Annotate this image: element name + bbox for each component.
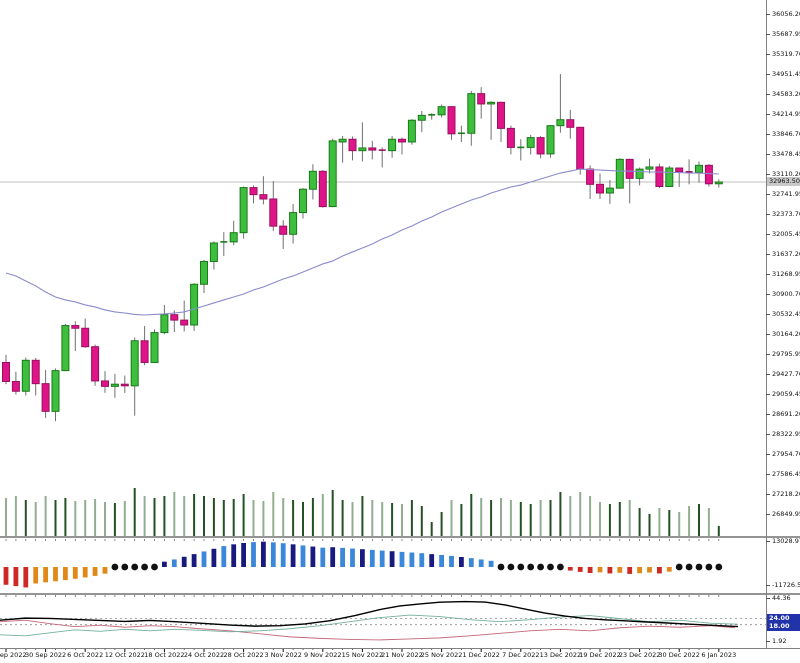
price-tick-label: 27218.20	[772, 490, 800, 498]
axis-tick	[766, 94, 770, 95]
date-tick-label: 15 Nov 2022	[341, 651, 384, 659]
axis-tick	[766, 334, 770, 335]
price-axis[interactable]: 13028.97 -11726.55 44.36 1.92 32963.50 2…	[766, 0, 800, 663]
date-tick-label: 1 Dec 2022	[462, 651, 500, 659]
axis-tick	[766, 585, 770, 586]
price-tick-label: 30532.45	[772, 310, 800, 318]
axis-tick	[766, 314, 770, 315]
price-tick-label: 32741.95	[772, 190, 800, 198]
price-tick-label: 36056.20	[772, 10, 800, 18]
axis-tick	[766, 414, 770, 415]
main-chart-panel[interactable]	[0, 0, 766, 537]
plot-area	[0, 0, 766, 652]
axis-tick	[766, 134, 770, 135]
axis-tick	[766, 474, 770, 475]
price-tick-label: 27954.70	[772, 450, 800, 458]
axis-tick	[766, 254, 770, 255]
date-tick-label: 30 Sep 2022	[24, 651, 67, 659]
date-tick-label: 12 Oct 2022	[104, 651, 145, 659]
axis-tick	[766, 354, 770, 355]
axis-tick	[766, 234, 770, 235]
axis-tick	[766, 194, 770, 195]
price-tick-label: 33846.70	[772, 130, 800, 138]
price-tick-label: 33478.45	[772, 150, 800, 158]
axis-tick	[766, 74, 770, 75]
date-tick-label: 21 Nov 2022	[381, 651, 423, 659]
date-tick-label: 23 Dec 2022	[618, 651, 661, 659]
axis-tick	[766, 598, 770, 599]
adx-max-label: 44.36	[772, 594, 791, 602]
axis-tick	[766, 54, 770, 55]
panel-separator[interactable]	[0, 536, 800, 538]
price-tick-label: 30900.70	[772, 290, 800, 298]
bid-price-label: 32963.50	[767, 177, 800, 186]
price-tick-label: 28322.95	[772, 430, 800, 438]
adx-lower-level-label: 18.00	[767, 622, 800, 631]
price-axis-line	[766, 0, 767, 648]
date-tick-label: 6 Jan 2023	[701, 651, 737, 659]
date-tick-label: 18 Oct 2022	[144, 651, 185, 659]
date-tick-label: 3 Nov 2022	[264, 651, 302, 659]
price-tick-label: 31268.95	[772, 270, 800, 278]
price-tick-label: 35687.95	[772, 30, 800, 38]
price-tick-label: 32373.70	[772, 210, 800, 218]
axis-tick	[766, 454, 770, 455]
date-tick-label: 25 Nov 2022	[420, 651, 463, 659]
price-tick-label: 27586.45	[772, 470, 800, 478]
date-tick-label: 28 Oct 2022	[223, 651, 264, 659]
axis-tick	[766, 294, 770, 295]
oscillator-max-label: 13028.97	[772, 537, 800, 545]
price-tick-label: 28691.20	[772, 410, 800, 418]
axis-tick	[766, 514, 770, 515]
oscillator-panel[interactable]	[0, 539, 766, 593]
price-tick-label: 34583.20	[772, 90, 800, 98]
date-tick-label: 24 Oct 2022	[183, 651, 225, 659]
price-tick-label: 29427.70	[772, 370, 800, 378]
axis-tick	[766, 114, 770, 115]
axis-tick	[766, 541, 770, 542]
axis-tick	[766, 174, 770, 175]
price-tick-label: 32005.45	[772, 230, 800, 238]
axis-tick	[766, 641, 770, 642]
axis-tick	[766, 154, 770, 155]
panel-separator[interactable]	[0, 593, 800, 595]
price-tick-label: 31637.20	[772, 250, 800, 258]
axis-tick	[766, 494, 770, 495]
date-tick-label: 26 Sep 2022	[0, 651, 27, 659]
price-tick-label: 29795.95	[772, 350, 800, 358]
adx-min-label: 1.92	[772, 637, 787, 645]
price-tick-label: 29059.45	[772, 390, 800, 398]
price-tick-label: 26849.95	[772, 510, 800, 518]
axis-tick	[766, 34, 770, 35]
price-tick-label: 34214.95	[772, 110, 800, 118]
axis-tick	[766, 274, 770, 275]
date-tick-label: 6 Oct 2022	[67, 651, 104, 659]
price-tick-label: 33110.20	[772, 170, 800, 178]
price-tick-label: 30164.20	[772, 330, 800, 338]
date-tick-label: 9 Nov 2022	[304, 651, 342, 659]
price-tick-label: 35319.70	[772, 50, 800, 58]
axis-tick	[766, 374, 770, 375]
axis-tick	[766, 434, 770, 435]
price-tick-label: 34951.45	[772, 70, 800, 78]
adx-panel[interactable]	[0, 595, 766, 648]
date-tick-label: 13 Dec 2022	[539, 651, 582, 659]
date-axis-separator	[0, 648, 800, 649]
date-tick-label: 30 Dec 2022	[658, 651, 700, 659]
date-tick-label: 19 Dec 2022	[579, 651, 621, 659]
axis-tick	[766, 14, 770, 15]
oscillator-min-label: -11726.55	[772, 581, 800, 589]
axis-tick	[766, 214, 770, 215]
adx-upper-level-label: 24.00	[767, 614, 800, 623]
date-tick-label: 7 Dec 2022	[502, 651, 540, 659]
axis-tick	[766, 394, 770, 395]
